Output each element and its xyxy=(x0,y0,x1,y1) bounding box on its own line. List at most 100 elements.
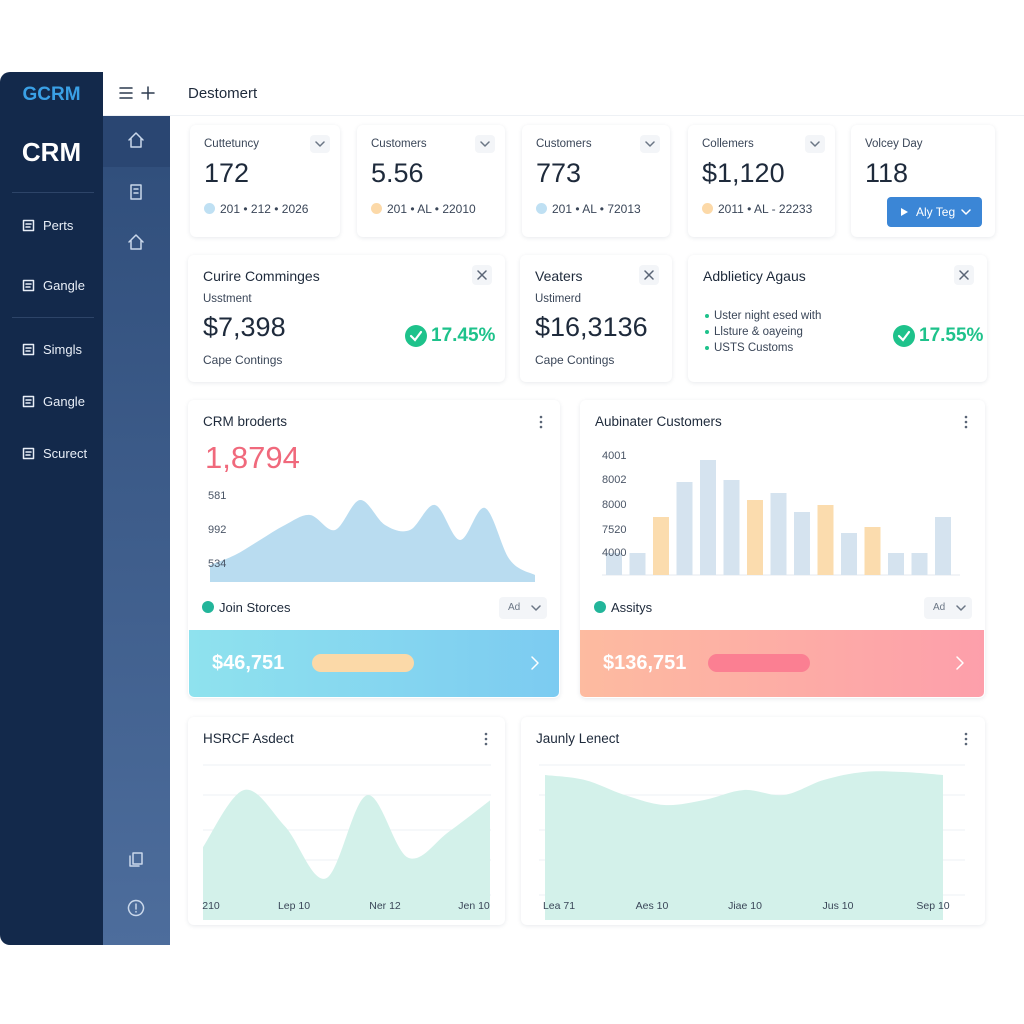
chart-total: 1,8794 xyxy=(205,440,300,475)
nav-item[interactable]: Scurect xyxy=(22,445,100,463)
nav-icon-shape xyxy=(22,395,35,408)
more-menu[interactable] xyxy=(538,415,544,429)
stat-label: Customers xyxy=(536,138,592,150)
stat-value: 5.56 xyxy=(371,158,424,188)
y-label: 992 xyxy=(208,524,227,536)
select[interactable]: Ad xyxy=(924,597,972,619)
stat-value: 172 xyxy=(204,158,250,188)
strip-chevron-shape xyxy=(531,656,539,670)
footer-icon xyxy=(202,601,214,613)
chevron-icon xyxy=(645,141,655,147)
select-value: Ad xyxy=(508,602,521,613)
divider xyxy=(12,317,94,318)
x-label: Ner 12 xyxy=(369,900,401,912)
y-label: 7520 xyxy=(602,524,627,536)
summary-card: Adblieticy Agaus Uster night esed with Lls… xyxy=(688,255,987,382)
check-mark xyxy=(897,330,911,342)
nav-item[interactable]: Simgls xyxy=(22,341,100,359)
brand: CRM xyxy=(21,137,82,167)
x-label: Jiae 10 xyxy=(728,900,762,912)
dropdown-toggle[interactable] xyxy=(805,135,825,153)
close-icon xyxy=(477,270,487,280)
nav-item[interactable]: Perts xyxy=(22,217,100,235)
check-badge xyxy=(893,325,915,347)
doc-icon xyxy=(130,184,142,200)
summary-strip[interactable]: $136,751 xyxy=(580,630,984,697)
stat-meta: 201 • 212 • 2026 xyxy=(220,202,309,216)
x-label: 210 xyxy=(202,900,220,912)
x-label: Lea 71 xyxy=(542,900,576,912)
chart-card: Jaunly Lenect Lea 71 Aes 10 Jiae 10 Jus 10 Se… xyxy=(521,717,985,925)
chart-card: HSRCF Asdect 210 Lep 10 Ner 12 Jen 10 xyxy=(188,717,505,925)
chart-plot xyxy=(203,764,491,920)
dropdown-toggle[interactable] xyxy=(310,135,330,153)
footer-icon xyxy=(594,601,606,613)
strip-amount: $136,751 xyxy=(603,652,687,674)
change-value: 17.45% xyxy=(431,325,496,346)
close-button[interactable] xyxy=(472,265,492,285)
close-button[interactable] xyxy=(639,265,659,285)
menu-dot xyxy=(964,732,968,736)
dropdown-toggle[interactable] xyxy=(640,135,660,153)
more-menu[interactable] xyxy=(963,415,969,429)
stat-value: 118 xyxy=(865,158,909,188)
x-label: Lep 10 xyxy=(277,900,311,912)
nav-label: Scurect xyxy=(43,446,88,461)
summary-card: Curire Comminges Usstment $7,398 Cape Conti… xyxy=(188,255,505,382)
nav-label: Gangle xyxy=(43,278,85,293)
summary-value: $7,398 xyxy=(203,312,286,342)
close-button[interactable] xyxy=(954,265,974,285)
summary-strip[interactable]: $46,751 xyxy=(189,630,559,697)
summary-title: Veaters xyxy=(535,268,583,284)
bar xyxy=(935,517,951,575)
y-label: 534 xyxy=(208,558,227,570)
check-mark xyxy=(409,330,423,342)
bar xyxy=(864,527,881,575)
nav-icon-shape xyxy=(22,447,35,460)
bar xyxy=(606,553,622,575)
chevron-icon xyxy=(810,141,820,147)
nav-label: Perts xyxy=(43,218,74,233)
x-label: Sep 10 xyxy=(916,900,950,912)
info-icon xyxy=(127,899,145,917)
stat-value: $1,120 xyxy=(702,158,785,188)
menu-dot xyxy=(964,742,968,746)
menu-dot xyxy=(484,742,488,746)
caret-icon-shape xyxy=(956,605,966,611)
footer-label: Assitys xyxy=(611,600,653,615)
chart-plot xyxy=(210,499,535,582)
bar xyxy=(817,505,834,575)
stat-meta: 201 • AL • 72013 xyxy=(552,202,641,216)
doc-icon-shape xyxy=(130,184,142,200)
nav-label: Gangle xyxy=(43,394,85,409)
check-circle xyxy=(893,325,915,347)
action-button[interactable]: Aly Teg xyxy=(887,197,982,227)
files-icon xyxy=(129,852,143,867)
stat-label: Volcey Day xyxy=(865,138,923,150)
stat-dot xyxy=(702,203,713,214)
summary-card: Veaters Ustimerd $16,3136 Cape Contings xyxy=(520,255,672,382)
nav-icon-shape xyxy=(22,219,35,232)
select[interactable]: Ad xyxy=(499,597,547,619)
more-menu[interactable] xyxy=(483,732,489,746)
strip-pill xyxy=(708,654,810,672)
add-icon xyxy=(141,86,155,100)
nav-icon xyxy=(22,219,35,232)
menu-icon xyxy=(119,87,133,99)
more-menu[interactable] xyxy=(963,732,969,746)
nav-item[interactable]: Gangle xyxy=(22,277,100,295)
summary-caption: Cape Contings xyxy=(535,353,615,367)
close-icon-shape xyxy=(959,270,969,280)
play-shape xyxy=(901,208,908,216)
rail-active xyxy=(103,115,170,167)
nav-icon-shape xyxy=(22,279,35,292)
bar xyxy=(770,493,787,575)
bar xyxy=(653,517,669,575)
bar xyxy=(629,553,646,575)
stat-card: Volcey Day 118 Aly Teg xyxy=(851,125,995,237)
nav-label: Simgls xyxy=(43,342,83,357)
dropdown-toggle[interactable] xyxy=(475,135,495,153)
chevron-icon-shape xyxy=(315,141,325,147)
nav-item[interactable]: Gangle xyxy=(22,393,100,411)
